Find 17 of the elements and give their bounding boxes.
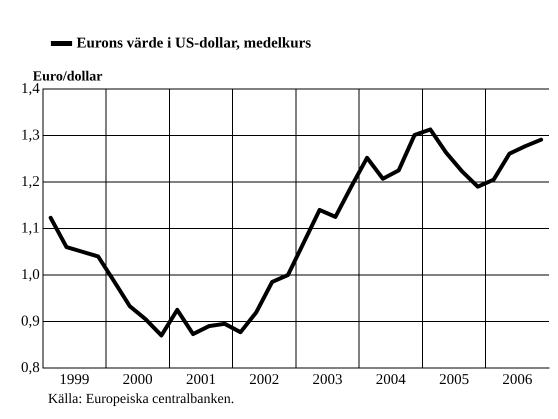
y-tick-label: 1,0 xyxy=(21,266,40,283)
x-tick-label: 2000 xyxy=(122,372,153,388)
x-tick-label: 2003 xyxy=(312,372,343,388)
text: Källa: Europeiska centralbanken. xyxy=(48,392,234,408)
y-tick-label: 0,8 xyxy=(21,360,40,376)
y-tick-label: 1,2 xyxy=(21,174,40,190)
x-tick-label: 2004 xyxy=(376,372,406,388)
x-tick-label: 1999 xyxy=(59,372,90,388)
x-tick-label: 2002 xyxy=(249,372,280,388)
y-tick-label: 1,3 xyxy=(21,127,40,144)
y-tick-label: 0,9 xyxy=(21,313,40,330)
x-tick-label: 2006 xyxy=(502,372,533,388)
y-tick-label: 1,4 xyxy=(21,80,40,97)
y-tick-label: 1,1 xyxy=(21,220,40,236)
x-tick-label: 2001 xyxy=(186,372,216,388)
legend-label: Eurons värde i US-dollar, medelkurs xyxy=(76,35,312,52)
x-tick-label: 2005 xyxy=(439,372,470,388)
